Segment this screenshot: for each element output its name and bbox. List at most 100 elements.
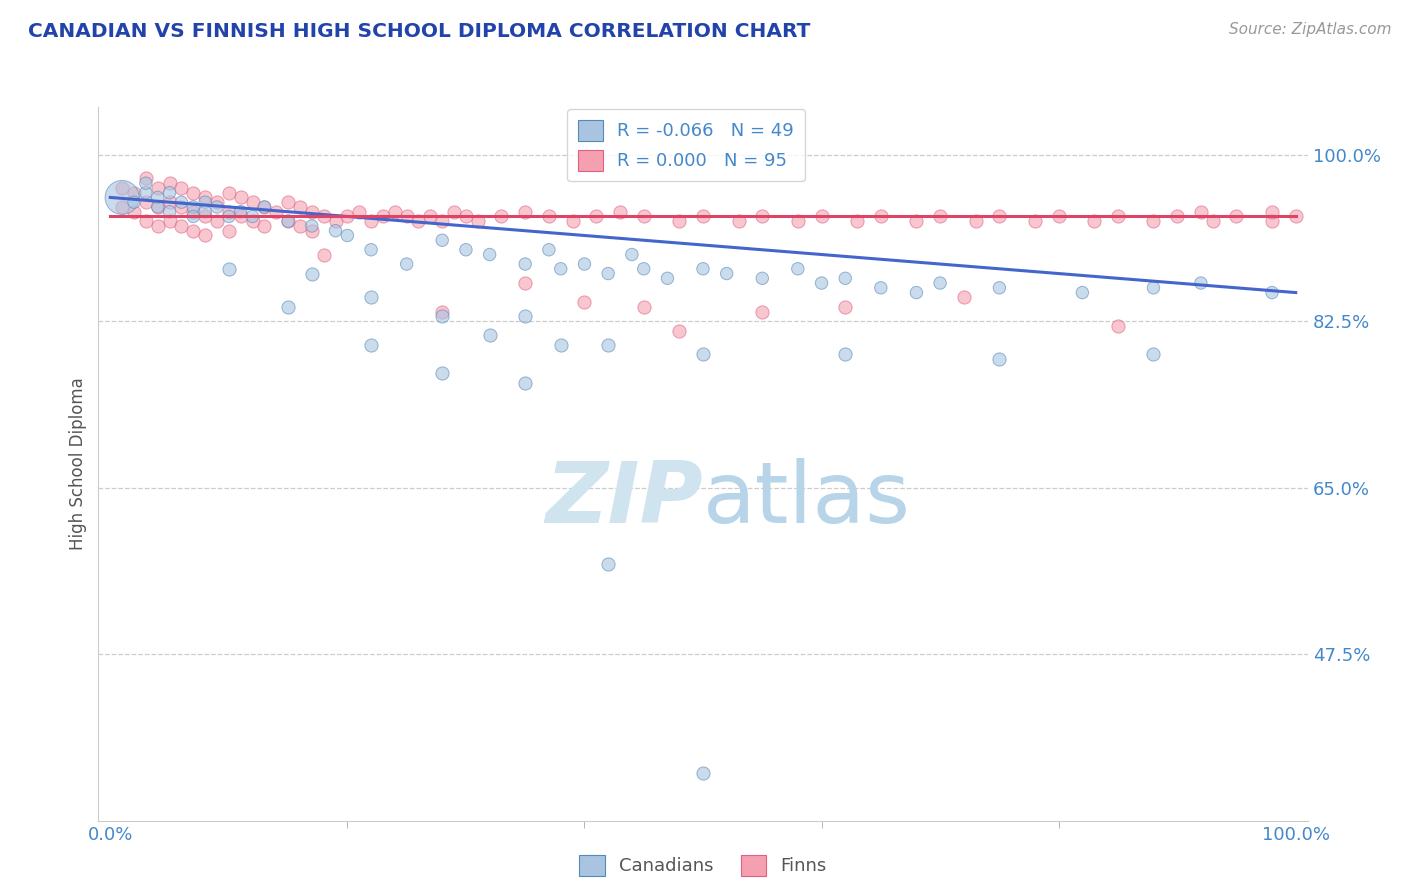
- Point: [170, 219, 193, 233]
- Point: [170, 200, 193, 214]
- Point: [515, 257, 537, 271]
- Text: ZIP: ZIP: [546, 458, 703, 541]
- Point: [751, 304, 773, 318]
- Point: [988, 281, 1011, 295]
- Point: [111, 190, 134, 204]
- Point: [432, 214, 454, 228]
- Point: [395, 257, 418, 271]
- Point: [454, 243, 477, 257]
- Point: [598, 338, 620, 352]
- Point: [515, 310, 537, 324]
- Point: [253, 200, 276, 214]
- Text: CANADIAN VS FINNISH HIGH SCHOOL DIPLOMA CORRELATION CHART: CANADIAN VS FINNISH HIGH SCHOOL DIPLOMA …: [28, 22, 810, 41]
- Point: [277, 300, 299, 314]
- Point: [218, 261, 240, 276]
- Point: [242, 195, 264, 210]
- Point: [159, 176, 181, 190]
- Point: [727, 214, 749, 228]
- Point: [834, 271, 856, 285]
- Point: [218, 186, 240, 200]
- Point: [301, 204, 323, 219]
- Point: [242, 210, 264, 224]
- Point: [467, 214, 489, 228]
- Y-axis label: High School Diploma: High School Diploma: [69, 377, 87, 550]
- Point: [869, 210, 891, 224]
- Point: [194, 210, 217, 224]
- Point: [550, 338, 572, 352]
- Point: [229, 210, 252, 224]
- Point: [253, 200, 276, 214]
- Point: [181, 204, 204, 219]
- Legend: Canadians, Finns: Canadians, Finns: [572, 847, 834, 883]
- Point: [929, 210, 952, 224]
- Point: [253, 219, 276, 233]
- Point: [277, 195, 299, 210]
- Point: [1225, 210, 1247, 224]
- Point: [834, 300, 856, 314]
- Point: [988, 352, 1011, 367]
- Point: [668, 214, 690, 228]
- Point: [194, 195, 217, 210]
- Point: [264, 204, 287, 219]
- Point: [1285, 210, 1308, 224]
- Point: [432, 233, 454, 247]
- Point: [515, 276, 537, 290]
- Text: atlas: atlas: [703, 458, 911, 541]
- Point: [312, 210, 335, 224]
- Point: [242, 214, 264, 228]
- Point: [384, 204, 406, 219]
- Point: [1142, 281, 1164, 295]
- Point: [181, 200, 204, 214]
- Point: [692, 261, 714, 276]
- Point: [609, 204, 631, 219]
- Point: [716, 267, 738, 281]
- Point: [336, 228, 359, 243]
- Point: [952, 290, 974, 304]
- Point: [408, 214, 430, 228]
- Point: [585, 210, 607, 224]
- Point: [181, 224, 204, 238]
- Point: [478, 328, 501, 343]
- Point: [218, 210, 240, 224]
- Point: [432, 367, 454, 381]
- Point: [111, 181, 134, 195]
- Point: [181, 210, 204, 224]
- Point: [1166, 210, 1188, 224]
- Point: [1107, 210, 1129, 224]
- Point: [965, 214, 987, 228]
- Point: [360, 214, 382, 228]
- Point: [159, 204, 181, 219]
- Point: [229, 190, 252, 204]
- Point: [360, 338, 382, 352]
- Point: [277, 214, 299, 228]
- Point: [194, 190, 217, 204]
- Point: [751, 271, 773, 285]
- Point: [692, 347, 714, 361]
- Point: [277, 214, 299, 228]
- Point: [1071, 285, 1094, 300]
- Point: [846, 214, 869, 228]
- Point: [574, 295, 596, 310]
- Point: [146, 181, 169, 195]
- Point: [159, 214, 181, 228]
- Point: [146, 190, 169, 204]
- Point: [598, 267, 620, 281]
- Point: [288, 219, 311, 233]
- Point: [550, 261, 572, 276]
- Point: [122, 204, 145, 219]
- Point: [229, 204, 252, 219]
- Point: [159, 195, 181, 210]
- Point: [301, 224, 323, 238]
- Point: [1142, 347, 1164, 361]
- Text: Source: ZipAtlas.com: Source: ZipAtlas.com: [1229, 22, 1392, 37]
- Point: [419, 210, 441, 224]
- Point: [869, 281, 891, 295]
- Point: [1107, 318, 1129, 333]
- Point: [360, 290, 382, 304]
- Point: [988, 210, 1011, 224]
- Point: [491, 210, 513, 224]
- Point: [633, 261, 655, 276]
- Point: [929, 276, 952, 290]
- Point: [810, 276, 832, 290]
- Point: [668, 324, 690, 338]
